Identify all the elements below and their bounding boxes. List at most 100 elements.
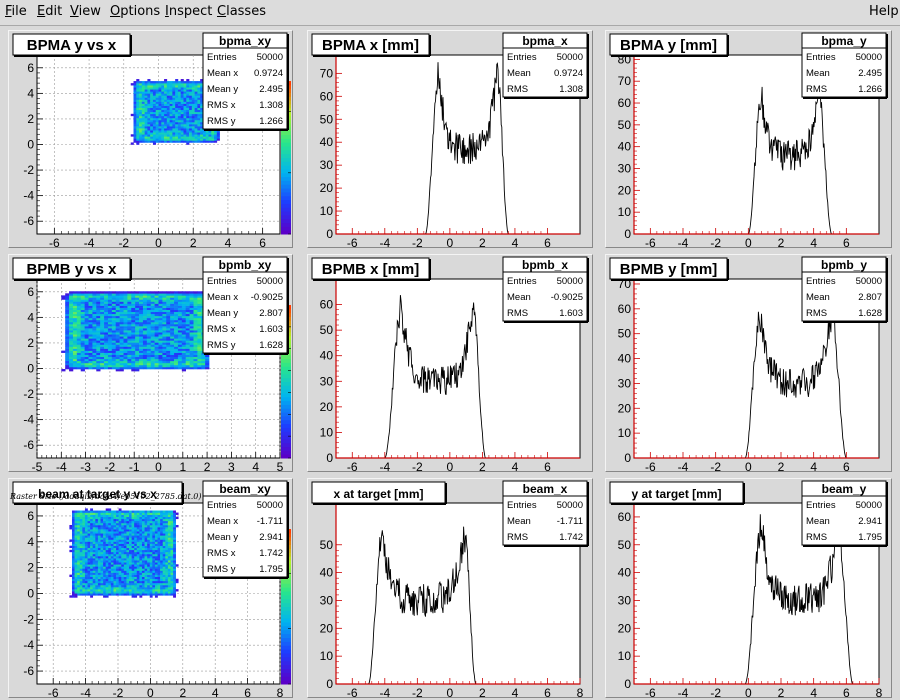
x-tick-label: 6 [544, 460, 551, 471]
stats-name: bpmb_y [821, 258, 867, 272]
menu-options[interactable]: Options [110, 4, 161, 19]
stats-key: Entries [507, 500, 537, 511]
pad-bpmb_xy[interactable]: 024681012-5-4-3-2-1012345-6-4-20246BPMB … [8, 254, 293, 472]
x-tick-label: 6 [544, 686, 551, 697]
y-tick-label: 30 [320, 593, 334, 607]
stats-key: Entries [806, 52, 836, 63]
pad-beam_x[interactable]: -6 -4 -2 0 2 4 6 8 0 10 20 30 40 50 x at target [mm] be… [307, 478, 593, 698]
y-tick-label: 20 [618, 401, 632, 415]
y-tick-label: 0 [326, 227, 333, 241]
x-tick-label: -6 [645, 686, 656, 697]
stats-box [202, 256, 288, 354]
x-tick-label: 0 [745, 236, 752, 247]
stats-key: Mean [507, 68, 531, 79]
menu-file[interactable]: File [5, 4, 27, 19]
y-tick-label: 0 [326, 677, 333, 691]
menu-inspect[interactable]: Inspect [165, 4, 213, 19]
chart-beam_y: -6 -4 -2 0 2 4 6 8 0 10 20 30 40 50 60 y at target [mm]… [609, 480, 888, 697]
x-tick-label: 6 [843, 460, 850, 471]
stats-key: Entries [207, 500, 237, 511]
x-tick-label: -6 [48, 686, 59, 697]
menu-classes[interactable]: Classes [217, 4, 266, 19]
stats-key: Entries [507, 52, 537, 63]
stats-name: bpma_x [522, 34, 568, 48]
x-tick-label: -2 [412, 236, 423, 247]
stats-value: 1.795 [259, 564, 283, 575]
stats-box [801, 256, 887, 322]
y-tick-label: 60 [618, 302, 632, 316]
x-tick-label: 0 [447, 686, 454, 697]
x-tick-label: -2 [118, 236, 129, 247]
y-tick-label: 40 [618, 352, 632, 366]
chart-bpmb_xy: 024681012-5-4-3-2-1012345-6-4-20246BPMB … [12, 256, 291, 471]
pad-bpmb_x[interactable]: -6 -4 -2 0 2 4 6 0 10 20 30 40 50 60 BPMB x [mm] bpmb_x… [307, 254, 593, 472]
stats-value: 50000 [557, 500, 583, 511]
y-tick-label: 60 [320, 89, 334, 103]
stats-key: Mean y [207, 308, 238, 319]
stats-value: 2.941 [858, 516, 882, 527]
stats-value: 1.308 [559, 84, 583, 95]
y-tick-label: 50 [618, 118, 632, 132]
menu-view[interactable]: View [70, 4, 101, 19]
stats-box [801, 32, 887, 98]
pad-bpma_y[interactable]: -6 -4 -2 0 2 4 6 0 10 20 30 40 50 60 70 80 BPMA y [mm] bp… [605, 30, 892, 248]
x-tick-label: -6 [645, 236, 656, 247]
y-tick-label: 0 [624, 227, 631, 241]
x-tick-label: -1 [129, 460, 140, 471]
y-tick-label: 6 [27, 61, 34, 75]
stats-key: Mean [507, 292, 531, 303]
x-tick-label: -4 [80, 686, 91, 697]
y-tick-label: 20 [320, 621, 334, 635]
y-tick-label: 30 [320, 374, 334, 388]
y-tick-label: 4 [27, 310, 34, 324]
stats-value: 50000 [856, 52, 882, 63]
pad-beam_y[interactable]: -6 -4 -2 0 2 4 6 8 0 10 20 30 40 50 60 y at target [mm]… [605, 478, 892, 698]
y-tick-label: 10 [320, 204, 334, 218]
x-tick-label: 0 [745, 460, 752, 471]
stats-value: -1.711 [257, 516, 283, 527]
x-tick-label: 3 [228, 460, 235, 471]
x-tick-label: 0 [447, 236, 454, 247]
y-tick-label: 2 [27, 112, 34, 126]
y-tick-label: -6 [23, 664, 34, 678]
menu-edit[interactable]: Edit [37, 4, 63, 19]
stats-key: Mean y [207, 532, 238, 543]
x-tick-label: 4 [225, 236, 232, 247]
stats-key: RMS x [207, 100, 236, 111]
y-tick-label: 60 [618, 510, 632, 524]
y-tick-label: 2 [27, 561, 34, 575]
stats-box [502, 256, 588, 322]
x-tick-label: 2 [778, 236, 785, 247]
y-tick-label: 30 [618, 593, 632, 607]
y-tick-label: 30 [618, 162, 632, 176]
chart-beam_x: -6 -4 -2 0 2 4 6 8 0 10 20 30 40 50 x at target [mm] be… [311, 480, 589, 697]
x-tick-label: -4 [56, 460, 67, 471]
stats-value: -0.9025 [551, 292, 583, 303]
stats-value: 1.742 [559, 532, 583, 543]
stats-value: 1.628 [858, 308, 882, 319]
y-tick-label: -6 [23, 438, 34, 452]
pad-bpma_x[interactable]: -6 -4 -2 0 2 4 6 0 10 20 30 40 50 60 70 BPMA x [mm] bpma… [307, 30, 593, 248]
y-tick-label: -4 [23, 413, 34, 427]
chart-title: BPMA x [mm] [322, 37, 419, 54]
stats-key: Mean [507, 516, 531, 527]
y-tick-label: 40 [320, 135, 334, 149]
menu-bar: File Edit View Options Inspect Classes H… [0, 0, 900, 26]
pad-bpmb_y[interactable]: -6 -4 -2 0 2 4 6 0 10 20 30 40 50 60 70 BPMB y [mm] bpmb… [605, 254, 892, 472]
x-tick-label: -5 [32, 460, 43, 471]
menu-help[interactable]: Help [869, 4, 899, 19]
y-tick-label: 0 [326, 451, 333, 465]
x-tick-label: 6 [244, 686, 251, 697]
stats-value: 50000 [257, 276, 283, 287]
stats-value: 50000 [557, 52, 583, 63]
stats-key: Mean y [207, 84, 238, 95]
x-tick-label: -4 [379, 236, 390, 247]
stats-key: Entries [207, 52, 237, 63]
y-tick-label: 40 [320, 349, 334, 363]
